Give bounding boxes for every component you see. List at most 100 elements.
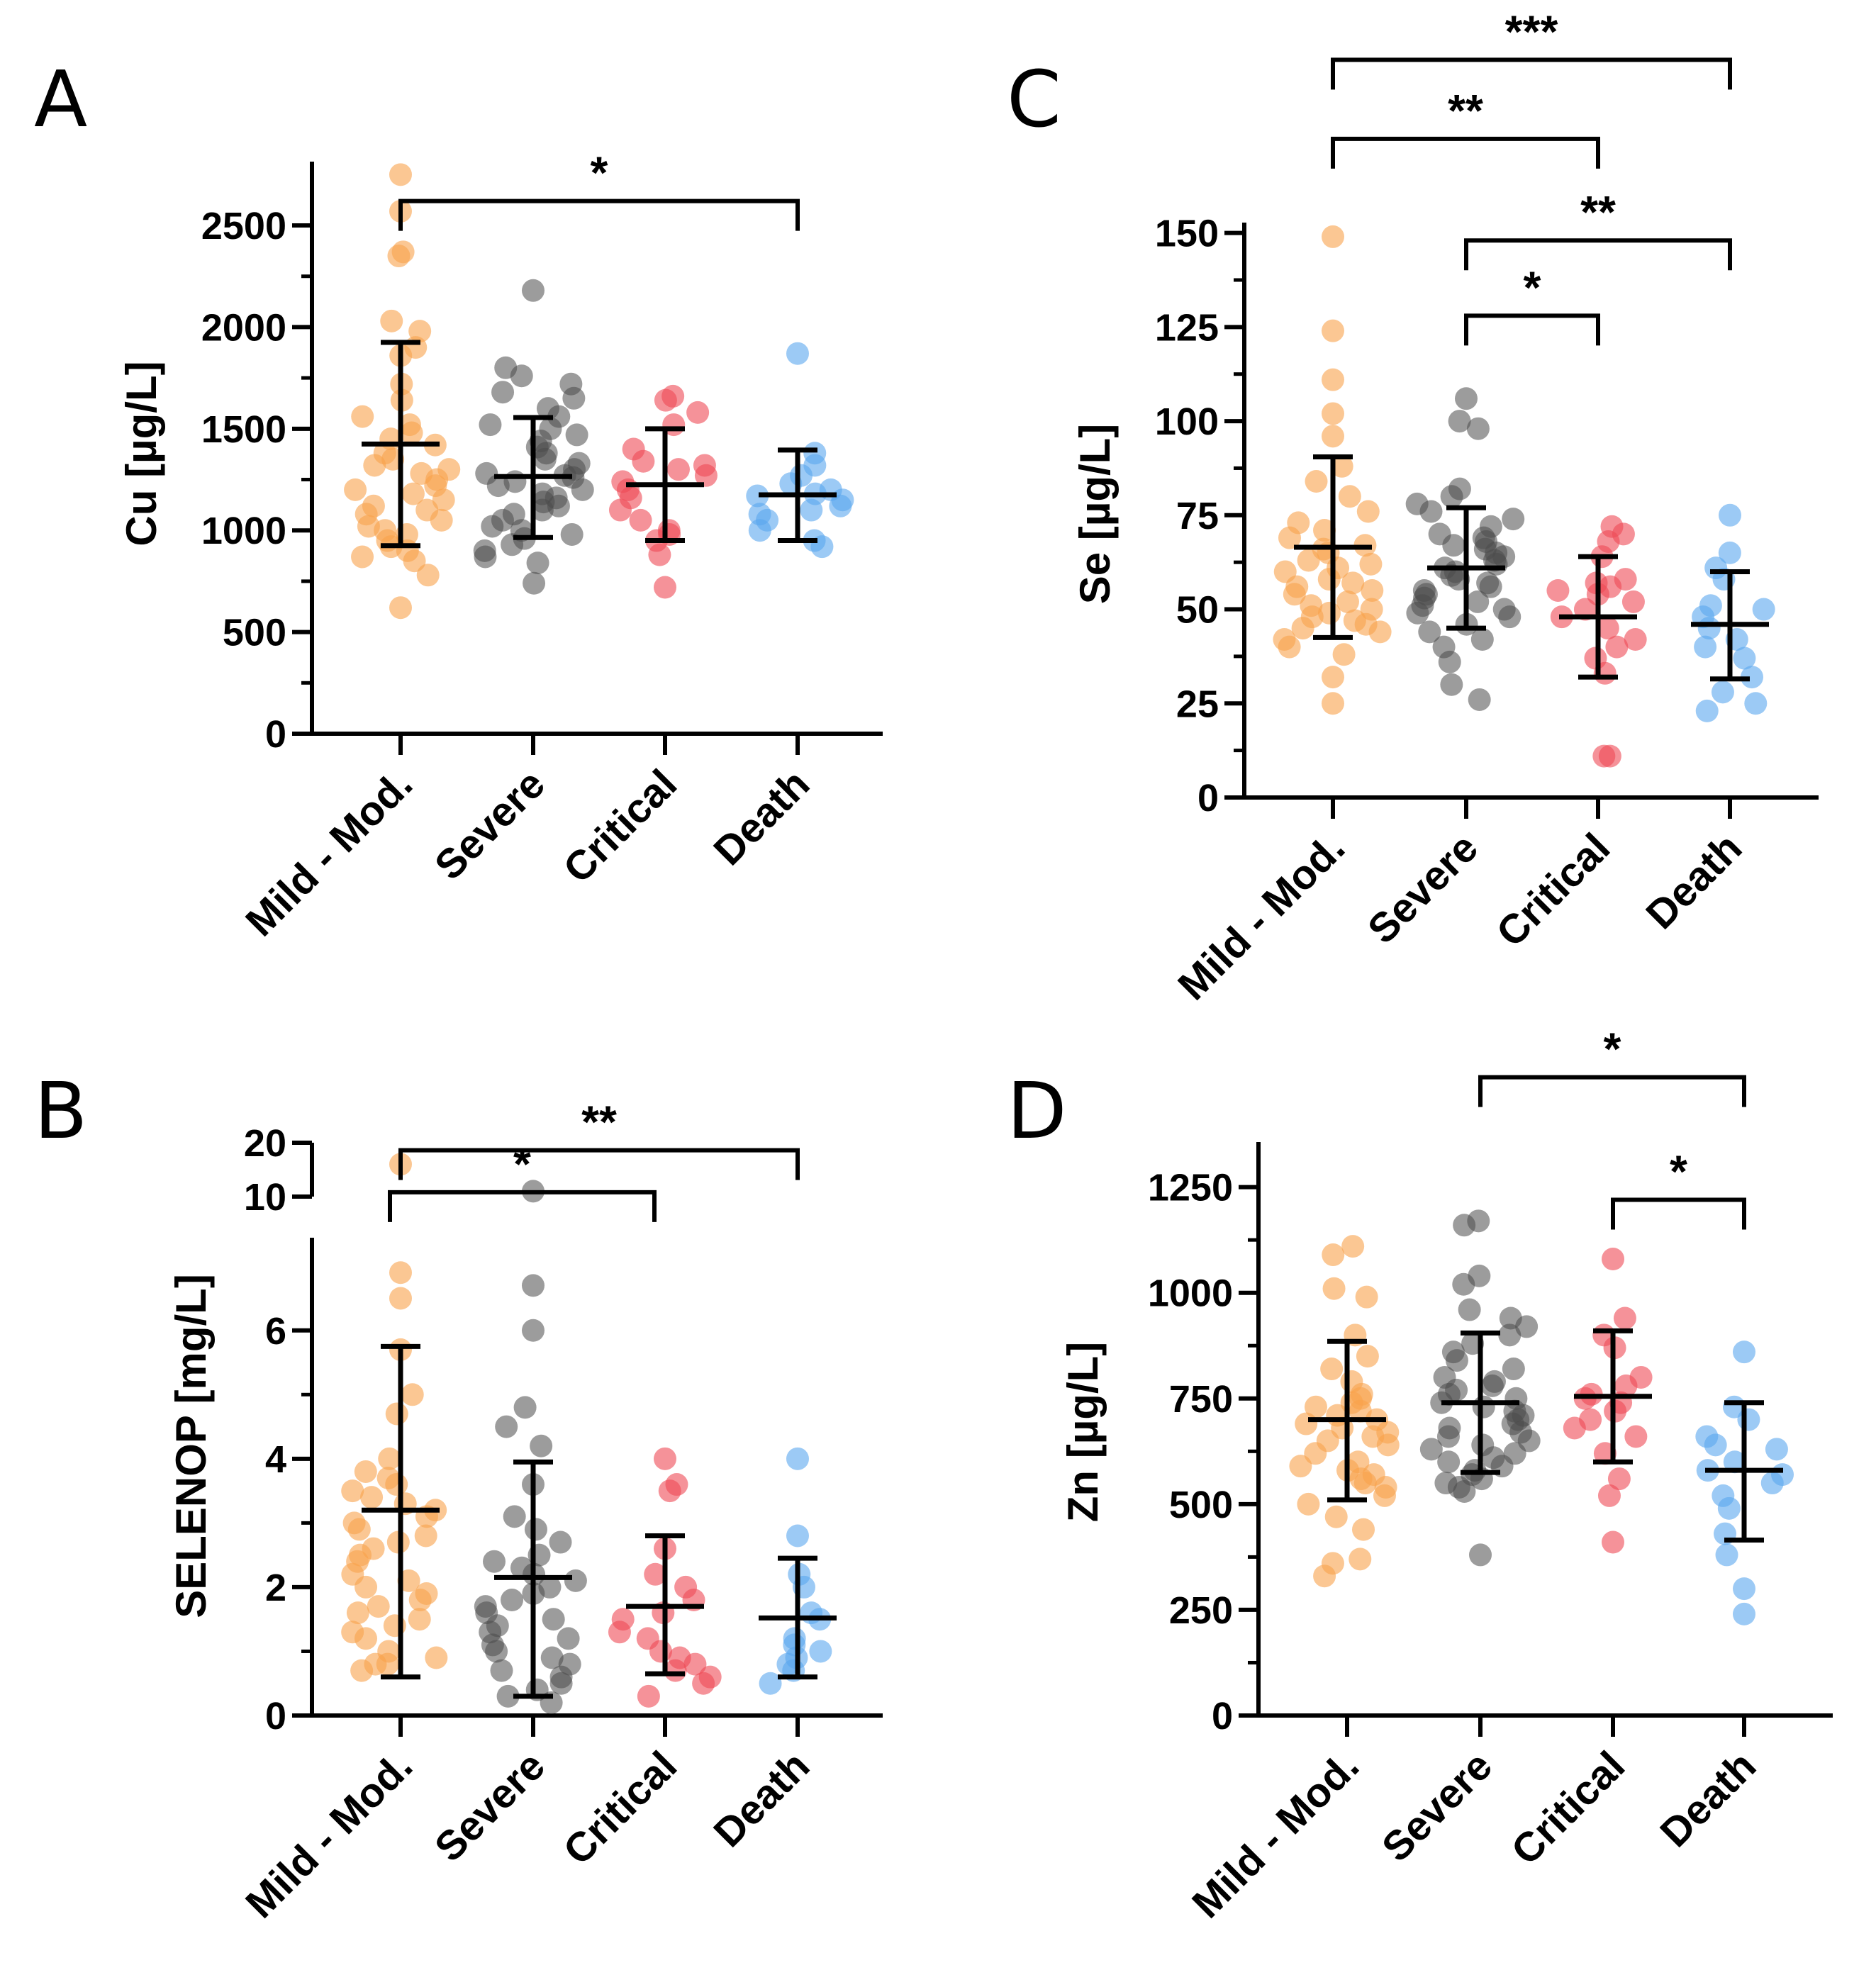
point-a-1-38	[523, 571, 546, 595]
significance-label-a-0: *	[591, 147, 608, 198]
point-d-0-3	[1355, 1285, 1378, 1309]
point-c-2-7	[1546, 578, 1570, 602]
point-d-3-4	[1704, 1433, 1727, 1457]
point-b-0-27	[367, 1595, 390, 1618]
point-b-0-26	[408, 1589, 432, 1612]
point-c-1-0	[1455, 387, 1478, 410]
point-d-0-2	[1322, 1277, 1346, 1300]
significance-bracket-c-3	[1464, 313, 1600, 346]
point-c-1-6	[1419, 500, 1443, 523]
point-a-1-5	[562, 386, 586, 410]
plot-area-d: 0 250 500 750 1000 1250 Mild - Mod. Severe Criti…	[1148, 1024, 1833, 1927]
point-b-3-8	[809, 1640, 832, 1663]
plot-area-c: 0 25 50 75 100 125 150 Mild - Mod. Severe Critica…	[1155, 6, 1819, 1009]
point-a-0-22	[344, 478, 367, 501]
point-a-0-24	[432, 488, 455, 512]
point-c-1-33	[1418, 620, 1441, 644]
point-a-0-35	[351, 545, 374, 569]
point-a-2-12	[608, 498, 632, 522]
significance-bracket-a-0	[398, 198, 800, 231]
data-points-a	[344, 163, 854, 620]
y-tick-label-c-1: 25	[1176, 683, 1219, 725]
point-b-1-8	[524, 1518, 547, 1541]
y-tick-label-b-0: 0	[265, 1695, 286, 1737]
point-c-1-31	[1498, 605, 1522, 629]
significance-label-c-1: **	[1448, 85, 1483, 136]
point-c-0-35	[1332, 643, 1356, 666]
point-d-1-32	[1437, 1450, 1461, 1474]
category-label-c-1: Severe	[1359, 824, 1487, 953]
point-c-0-24	[1336, 590, 1359, 613]
point-a-0-4	[380, 309, 403, 332]
point-d-0-35	[1313, 1565, 1336, 1588]
category-label-a-0: Mild - Mod.	[237, 761, 421, 945]
y-axis-title-b: SELENOP [mg/L]	[167, 1274, 215, 1618]
point-b-0-17	[414, 1524, 437, 1548]
point-b-0-24	[354, 1575, 378, 1599]
point-c-1-34	[1470, 628, 1494, 651]
point-d-0-6	[1320, 1358, 1344, 1381]
panel-letter-a: A	[34, 54, 87, 145]
y-tick-label-d-4: 1000	[1148, 1272, 1233, 1315]
point-c-3-5	[1752, 598, 1775, 621]
point-c-0-4	[1322, 425, 1344, 448]
data-points-d	[1289, 1209, 1794, 1625]
point-a-3-0	[786, 342, 809, 365]
point-d-1-3	[1452, 1272, 1475, 1296]
y-tick-label-a-2: 1000	[201, 510, 286, 552]
y-tick-label-d-3: 750	[1169, 1378, 1233, 1421]
point-c-0-6	[1305, 470, 1328, 493]
point-b-2-17	[637, 1684, 660, 1708]
point-b-0-2	[389, 1287, 412, 1310]
significance-bracket-b-0	[398, 1148, 800, 1180]
point-b-0-16	[347, 1518, 371, 1541]
y-tick-label-b-2: 4	[265, 1438, 286, 1481]
plot-area-a: 0 500 1000 1500 2000 2500 Mild - Mod. Severe Cri…	[201, 147, 883, 945]
point-b-1-30	[549, 1672, 573, 1695]
panel-letter-b: B	[34, 1065, 87, 1156]
point-a-3-7	[746, 484, 769, 508]
point-a-0-37	[416, 564, 440, 587]
point-b-1-4	[495, 1415, 518, 1438]
y-tick-label-a-0: 0	[265, 713, 286, 756]
point-c-0-34	[1278, 635, 1301, 659]
point-a-1-30	[481, 515, 504, 538]
point-b-0-1	[389, 1261, 412, 1285]
point-d-3-6	[1723, 1450, 1746, 1474]
point-b-2-0	[654, 1447, 676, 1470]
point-c-0-37	[1322, 692, 1344, 715]
point-d-0-33	[1349, 1548, 1372, 1571]
point-b-1-11	[483, 1550, 506, 1573]
point-a-2-18	[654, 576, 676, 599]
point-d-0-5	[1356, 1345, 1379, 1368]
y-axis-title-d: Zn [µg/L]	[1059, 1342, 1107, 1522]
point-d-0-20	[1376, 1433, 1400, 1457]
significance-label-c-2: **	[1580, 186, 1616, 237]
point-d-0-21	[1304, 1442, 1327, 1465]
point-d-0-15	[1295, 1412, 1318, 1435]
point-b-0-4	[401, 1383, 424, 1406]
point-d-0-27	[1353, 1472, 1377, 1495]
point-c-0-16	[1359, 552, 1383, 576]
point-b-0-37	[350, 1659, 374, 1682]
point-b-2-4	[644, 1562, 667, 1586]
point-d-1-29	[1419, 1438, 1443, 1461]
point-d-1-10	[1445, 1349, 1468, 1372]
category-label-c-2: Critical	[1487, 824, 1619, 956]
point-b-0-10	[341, 1479, 364, 1503]
point-d-3-15	[1733, 1602, 1755, 1625]
point-c-0-15	[1297, 549, 1320, 572]
point-c-2-18	[1592, 744, 1616, 768]
y-tick-label-c-6: 150	[1155, 213, 1219, 255]
significance-d: **	[1478, 1024, 1746, 1230]
point-b-1-9	[549, 1530, 572, 1554]
point-a-0-0	[389, 163, 412, 186]
point-b-1-20	[542, 1608, 565, 1631]
point-b-3-12	[759, 1672, 782, 1695]
point-b-1-32	[496, 1684, 520, 1708]
point-b-0-6	[378, 1447, 401, 1470]
point-a-1-21	[486, 474, 510, 498]
point-c-0-3	[1322, 402, 1344, 425]
y-tick-label-d-1: 250	[1169, 1589, 1233, 1632]
point-b-0-7	[354, 1460, 377, 1483]
